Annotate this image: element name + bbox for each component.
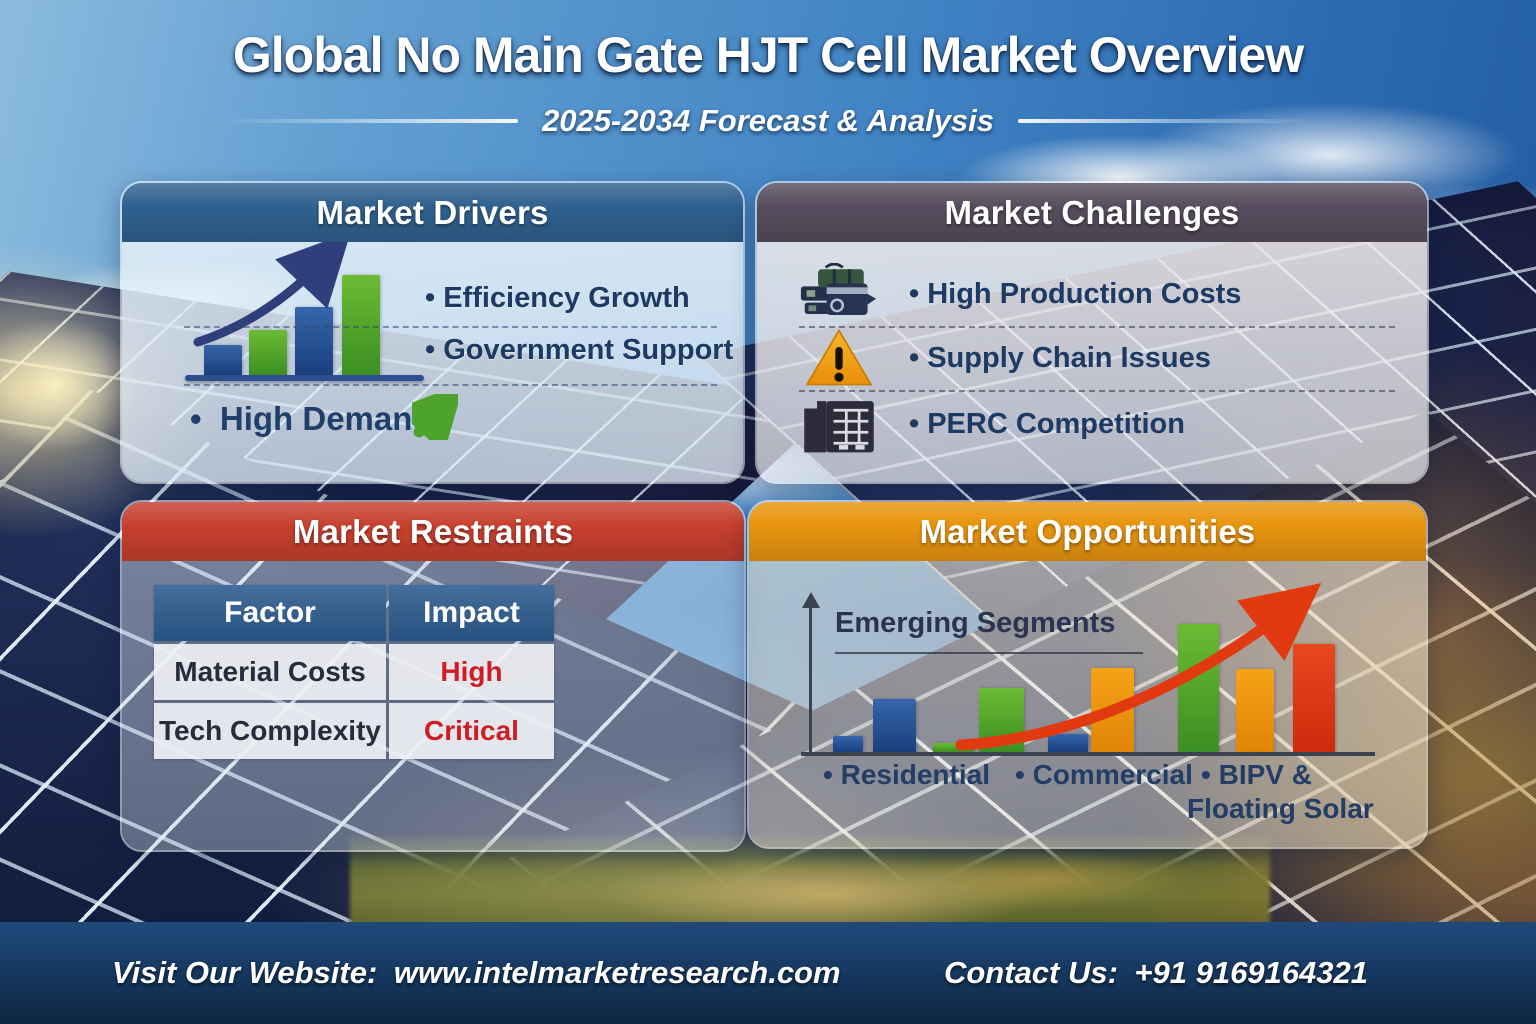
footer-bar: Visit Our Website: www.intelmarketresear…: [0, 922, 1536, 1024]
y-axis: [809, 607, 812, 753]
growth-arrow-icon: [193, 242, 351, 347]
bar-green: [933, 743, 974, 752]
driver-highlight-high-demand: • High Demand: [190, 400, 433, 437]
segment-residential: Residential: [823, 759, 990, 791]
challenge-label: PERC Competition: [909, 408, 1185, 441]
website-url[interactable]: www.intelmarketresearch.com: [393, 955, 841, 990]
drivers-bar-chart-icon: [187, 242, 422, 375]
contact-label: Contact Us:: [943, 955, 1118, 990]
x-axis: [801, 752, 1375, 756]
bar-orange: [1236, 669, 1274, 752]
warning-icon: [799, 327, 879, 389]
footer-website: Visit Our Website: www.intelmarketresear…: [112, 955, 841, 991]
driver-bullet-efficiency: Efficiency Growth: [425, 282, 690, 315]
card-body-drivers: Efficiency Growth Government Support • H…: [122, 242, 743, 482]
challenge-row-supply-chain: Supply Chain Issues: [757, 327, 1427, 389]
segment-bipv: BIPV &: [1201, 759, 1312, 791]
bar-blue: [833, 736, 863, 752]
card-market-opportunities: Market Opportunities Emerging Segments R…: [747, 500, 1428, 849]
y-axis-arrow-icon: [802, 592, 820, 608]
card-body-challenges: High Production Costs: [757, 242, 1427, 482]
table-header-factor: Factor: [154, 585, 386, 641]
bar-blue: [295, 307, 333, 375]
card-body-restraints: Factor Impact Material Costs High Tech C…: [122, 561, 744, 850]
subtitle-row: 2025-2034 Forecast & Analysis: [0, 103, 1536, 139]
factory-icon: [799, 393, 879, 455]
card-title-challenges: Market Challenges: [757, 183, 1427, 242]
table-cell-factor: Tech Complexity: [154, 703, 386, 759]
opportunities-bar-chart: [749, 561, 1426, 752]
card-title-restraints: Market Restraints: [122, 502, 744, 561]
website-label: Visit Our Website:: [112, 955, 378, 990]
page-title: Global No Main Gate HJT Cell Market Over…: [232, 27, 1304, 83]
challenge-row-perc-competition: PERC Competition: [757, 393, 1427, 455]
restraints-table: Factor Impact Material Costs High Tech C…: [154, 585, 554, 759]
bar-blue: [1048, 734, 1088, 752]
bar-blue: [873, 699, 916, 752]
footer-contact: Contact Us: +91 9169164321: [944, 955, 1368, 991]
divider-dashed: [184, 384, 717, 386]
card-market-drivers: Market Drivers Efficiency Growth Governm…: [120, 181, 745, 484]
bar-orange: [1091, 668, 1134, 752]
divider-dotted: [799, 326, 1395, 328]
page-subtitle: 2025-2034 Forecast & Analysis: [541, 103, 995, 138]
divider-dashed: [184, 326, 717, 328]
bar-green: [979, 688, 1024, 752]
subtitle-line-left: [222, 119, 518, 123]
bar-blue: [204, 345, 242, 375]
challenge-row-production-costs: High Production Costs: [757, 263, 1427, 325]
money-icon: [799, 263, 879, 325]
card-market-restraints: Market Restraints Factor Impact Material…: [120, 500, 746, 852]
divider-dotted: [799, 390, 1395, 392]
driver-bullet-government: Government Support: [425, 334, 733, 367]
high-demand-label: High Demand: [219, 400, 433, 437]
bar-green: [1178, 624, 1219, 752]
green-up-arrow-icon: [412, 394, 458, 440]
table-cell-factor: Material Costs: [154, 644, 386, 700]
table-cell-impact: High: [389, 644, 554, 700]
bar-red: [1293, 644, 1335, 752]
table-cell-impact: Critical: [389, 703, 554, 759]
bar-green: [249, 330, 287, 375]
table-header-impact: Impact: [389, 585, 554, 641]
segment-commercial: Commercial: [1015, 759, 1193, 791]
challenge-label: High Production Costs: [909, 278, 1241, 311]
segment-floating-solar: Floating Solar: [1187, 793, 1374, 824]
card-body-opportunities: Emerging Segments Residential Commercial…: [749, 561, 1426, 847]
card-market-challenges: Market Challenges: [755, 181, 1429, 484]
contact-number: +91 9169164321: [1134, 955, 1368, 990]
card-title-opportunities: Market Opportunities: [749, 502, 1426, 561]
card-title-drivers: Market Drivers: [122, 183, 743, 242]
drivers-chart-baseline: [185, 375, 424, 381]
subtitle-line-right: [1018, 119, 1314, 123]
challenge-label: Supply Chain Issues: [909, 342, 1211, 375]
